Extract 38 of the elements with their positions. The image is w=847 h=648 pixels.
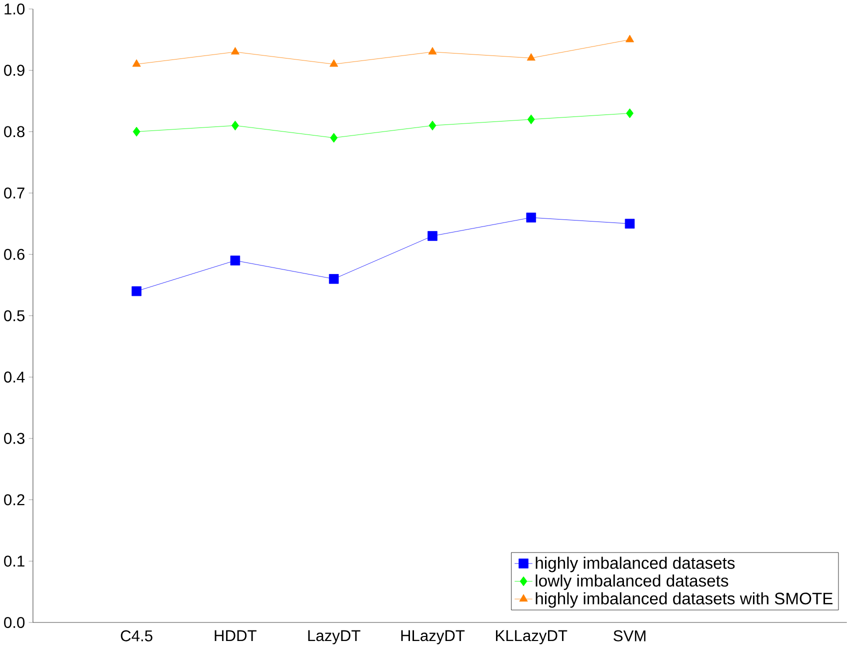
x-tick-label: HDDT — [214, 630, 256, 642]
point — [230, 256, 240, 266]
point — [526, 53, 536, 61]
x-tick-label: LazyDT — [308, 630, 360, 644]
point — [330, 59, 338, 67]
y-tick-label: 0.5 — [4, 310, 24, 322]
y-tick-label: 0.2 — [4, 494, 24, 506]
y-tick-label: 0.1 — [4, 556, 24, 567]
y-tick-label: 0.6 — [4, 248, 24, 260]
point — [132, 59, 141, 67]
point — [428, 231, 438, 241]
x-tick-label: HLazyDT — [401, 630, 465, 644]
x-tick-label: SVM — [614, 630, 646, 642]
y-tick-label: 0.8 — [4, 126, 24, 138]
y-tick-label: 0.9 — [4, 64, 24, 76]
point — [330, 133, 338, 143]
point — [626, 108, 634, 118]
point — [132, 126, 140, 137]
point — [626, 34, 634, 42]
point — [428, 47, 437, 55]
point — [624, 218, 635, 229]
legend-label: highly imbalanced datasets — [536, 556, 735, 572]
point — [526, 212, 536, 223]
y-tick-label: 0.0 — [4, 617, 25, 628]
y-tick-label: 0.4 — [4, 372, 25, 383]
x-tick-label: C4.5 — [120, 630, 152, 642]
point — [230, 47, 240, 55]
point — [527, 114, 535, 124]
legend-label: lowly imbalanced datasets — [536, 574, 728, 590]
legend-label: highly imbalanced datasets with SMOTE — [536, 592, 833, 608]
y-tick-label: 0.7 — [4, 188, 24, 199]
point — [231, 120, 239, 131]
x-tick-label: KLLazyDT — [496, 630, 568, 644]
point — [132, 286, 142, 296]
y-tick-label: 1.0 — [4, 4, 25, 15]
y-tick-label: 0.3 — [4, 433, 24, 444]
point — [428, 120, 436, 131]
point — [328, 274, 339, 284]
